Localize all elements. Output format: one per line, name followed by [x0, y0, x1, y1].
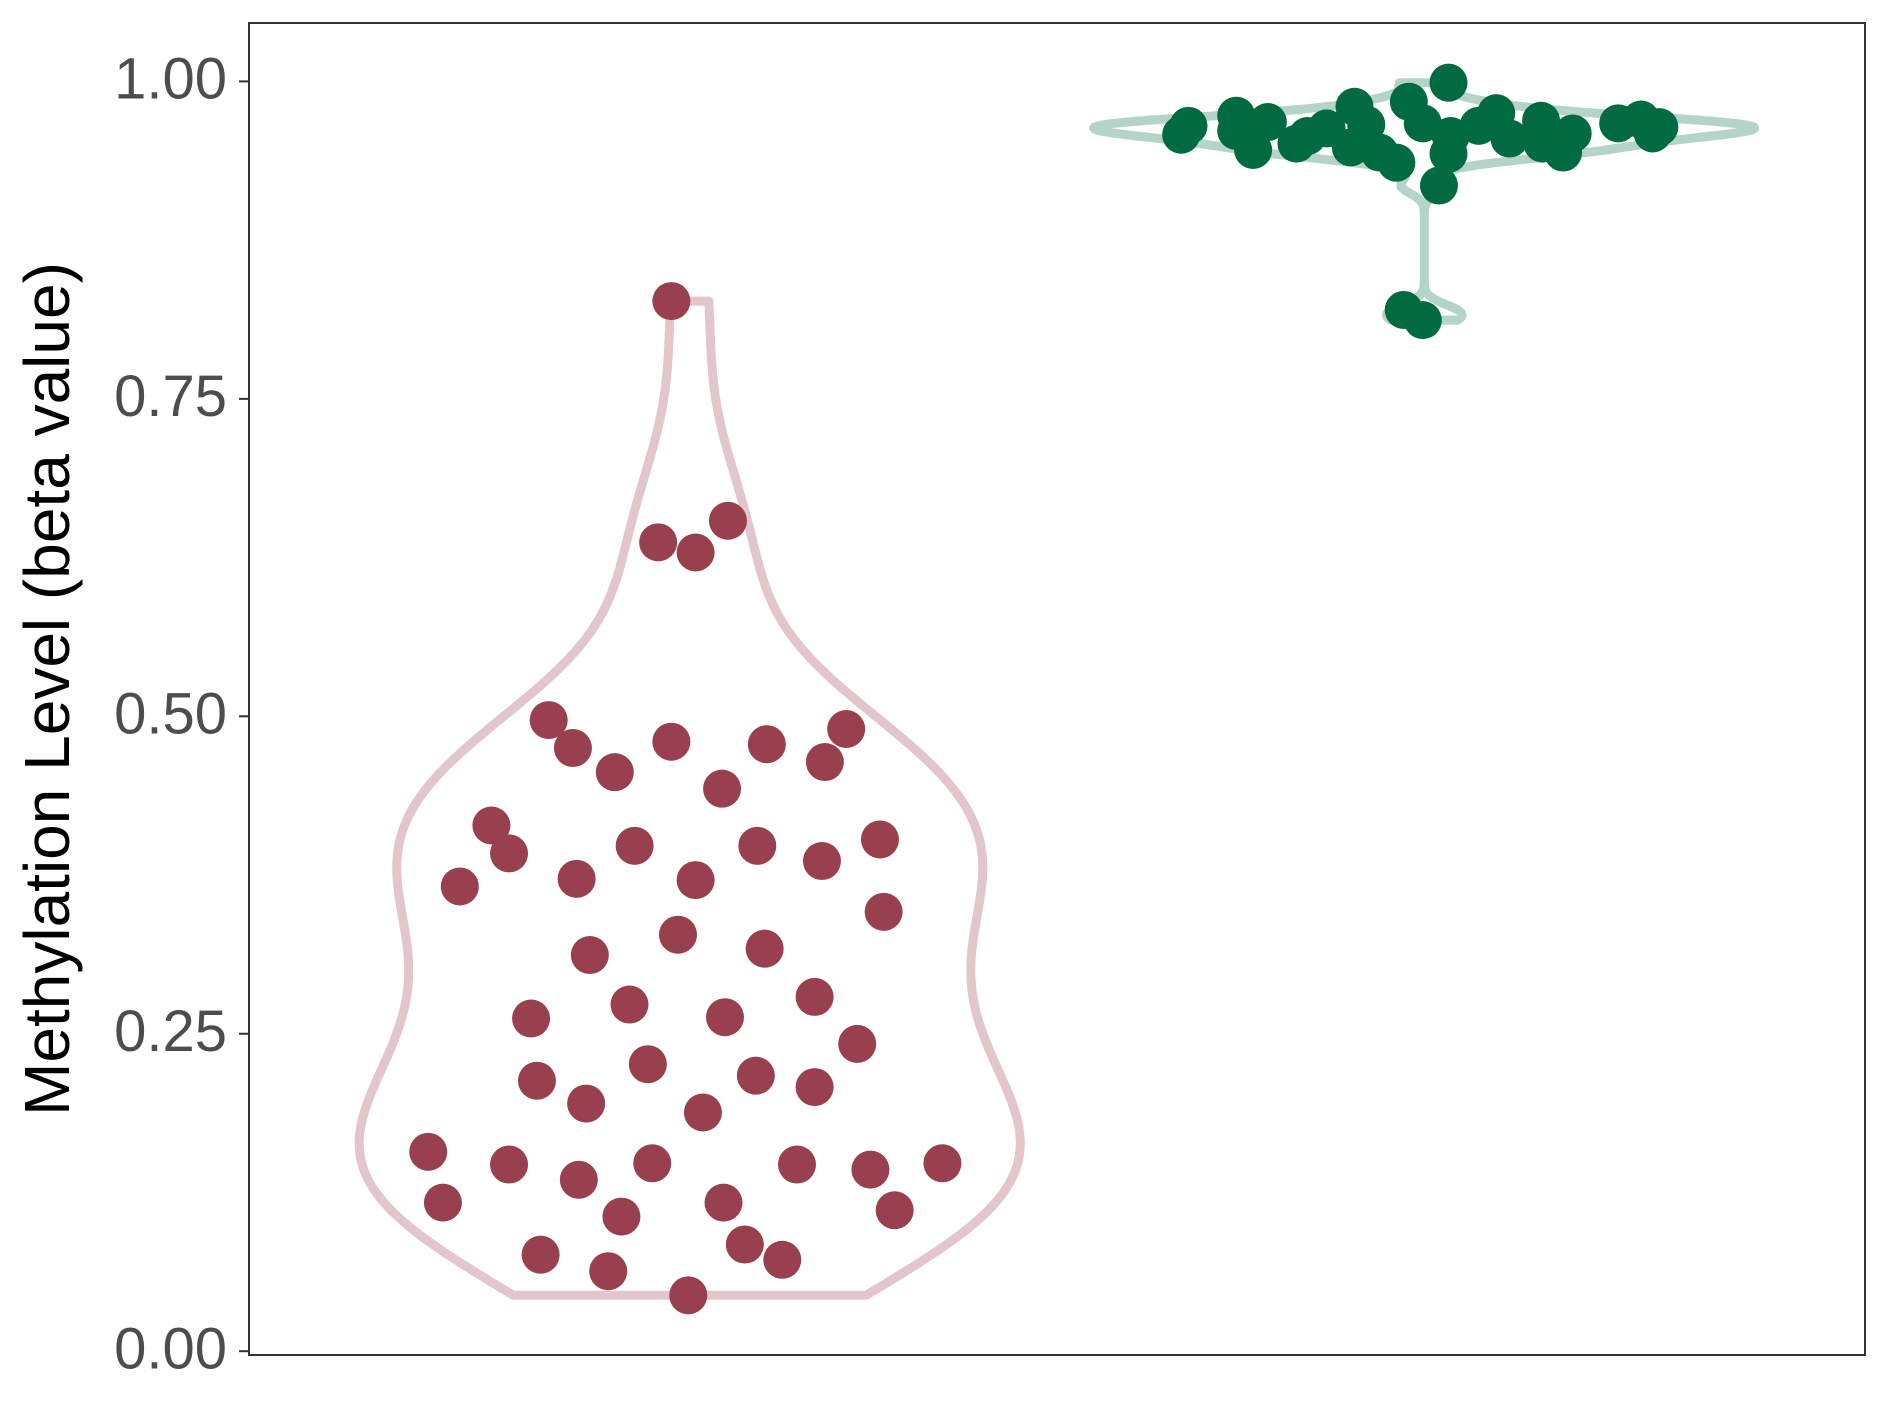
y-tick-label: 0.75	[114, 364, 227, 429]
y-tick-label: 0.25	[114, 999, 227, 1064]
data-point	[409, 1132, 448, 1171]
data-point	[827, 709, 866, 748]
plot-border	[248, 22, 1866, 1356]
data-point	[1419, 166, 1458, 205]
data-point	[763, 1240, 802, 1279]
data-point	[736, 1056, 775, 1095]
data-point	[595, 753, 634, 792]
y-tick-label: 0.00	[114, 1317, 227, 1382]
y-tick-label: 1.00	[114, 47, 227, 112]
data-point	[708, 501, 747, 540]
data-point	[838, 1024, 877, 1063]
data-point	[559, 1160, 598, 1199]
data-point	[512, 999, 551, 1038]
data-point	[567, 1084, 606, 1123]
data-point	[1490, 119, 1529, 158]
y-axis-title: Methylation Level (beta value)	[11, 262, 83, 1116]
data-point	[652, 722, 691, 761]
data-point	[615, 826, 654, 865]
data-point	[704, 1183, 743, 1222]
data-point	[557, 859, 596, 898]
data-point	[423, 1183, 462, 1222]
data-point	[490, 834, 529, 873]
data-point	[472, 806, 511, 845]
data-point	[1248, 103, 1287, 142]
data-point	[1640, 108, 1679, 147]
data-point	[440, 867, 479, 906]
data-point	[676, 533, 715, 572]
data-point	[1377, 143, 1416, 182]
violin-outline	[1089, 78, 1760, 325]
data-point	[633, 1144, 672, 1183]
data-point	[860, 820, 899, 859]
data-point	[529, 701, 568, 740]
data-point	[1553, 114, 1592, 153]
data-point	[747, 725, 786, 764]
data-point	[745, 929, 784, 968]
data-point	[864, 892, 903, 931]
data-point	[658, 915, 697, 954]
data-point	[1169, 106, 1208, 145]
data-point	[610, 985, 649, 1024]
data-point	[602, 1197, 641, 1236]
data-point	[570, 936, 609, 975]
data-point	[1429, 63, 1468, 102]
data-point	[795, 1068, 834, 1107]
data-point	[669, 1276, 708, 1315]
data-point	[875, 1191, 914, 1230]
data-point	[705, 998, 744, 1037]
data-point	[517, 1061, 556, 1100]
data-point	[1234, 130, 1273, 169]
data-point	[628, 1045, 667, 1084]
data-point	[725, 1225, 764, 1264]
data-point	[851, 1150, 890, 1189]
data-point	[1403, 301, 1442, 340]
data-point	[490, 1145, 529, 1184]
data-point	[738, 826, 777, 865]
data-point	[795, 977, 834, 1016]
data-point	[652, 282, 691, 321]
data-point	[805, 743, 844, 782]
data-point	[639, 523, 678, 562]
data-point	[703, 769, 742, 808]
data-point	[802, 842, 841, 881]
data-point	[683, 1093, 722, 1132]
data-point	[923, 1144, 962, 1183]
data-point	[676, 861, 715, 900]
data-point	[553, 729, 592, 768]
data-point	[521, 1235, 560, 1274]
y-tick-label: 0.50	[114, 682, 227, 747]
data-point	[589, 1252, 628, 1291]
data-point	[777, 1145, 816, 1184]
